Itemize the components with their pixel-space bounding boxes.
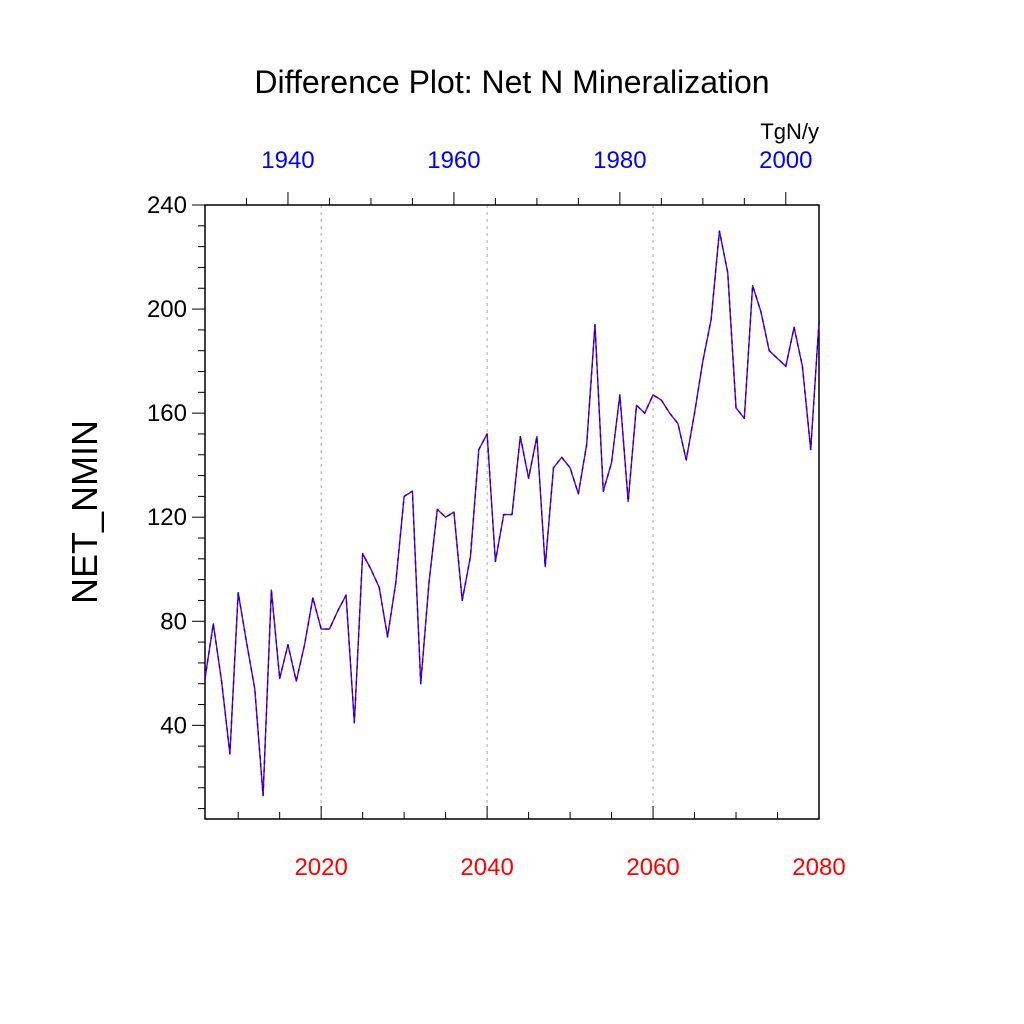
y-tick-label: 160: [147, 400, 187, 427]
plot-area: [204, 230, 820, 797]
bottom-tick-label: 2060: [626, 854, 679, 881]
y-axis-label: NET_NMIN: [64, 420, 105, 604]
series-line-dashed: [204, 230, 820, 797]
units-label: TgN/y: [760, 119, 819, 144]
vertical-grid: [320, 205, 654, 819]
y-tick-label: 40: [160, 712, 187, 739]
top-tick-label: 1980: [593, 147, 646, 174]
y-tick-label: 200: [147, 296, 187, 323]
y-tick-label: 240: [147, 192, 187, 219]
bottom-tick-label: 2020: [294, 854, 347, 881]
top-tick-label: 1940: [261, 147, 314, 174]
top-tick-label: 2000: [759, 147, 812, 174]
bottom-tick-label: 2040: [460, 854, 513, 881]
y-tick-label: 120: [147, 504, 187, 531]
plot-frame: [204, 204, 820, 820]
top-tick-label: 1960: [427, 147, 480, 174]
chart-title: Difference Plot: Net N Mineralization: [254, 64, 769, 100]
bottom-tick-label: 2080: [792, 854, 845, 881]
y-tick-label: 80: [160, 608, 187, 635]
tick-labels: 40 80 120 160 200 240 2020 2040 2060 2080 1940 1960…: [147, 147, 846, 881]
axes: [192, 192, 820, 820]
